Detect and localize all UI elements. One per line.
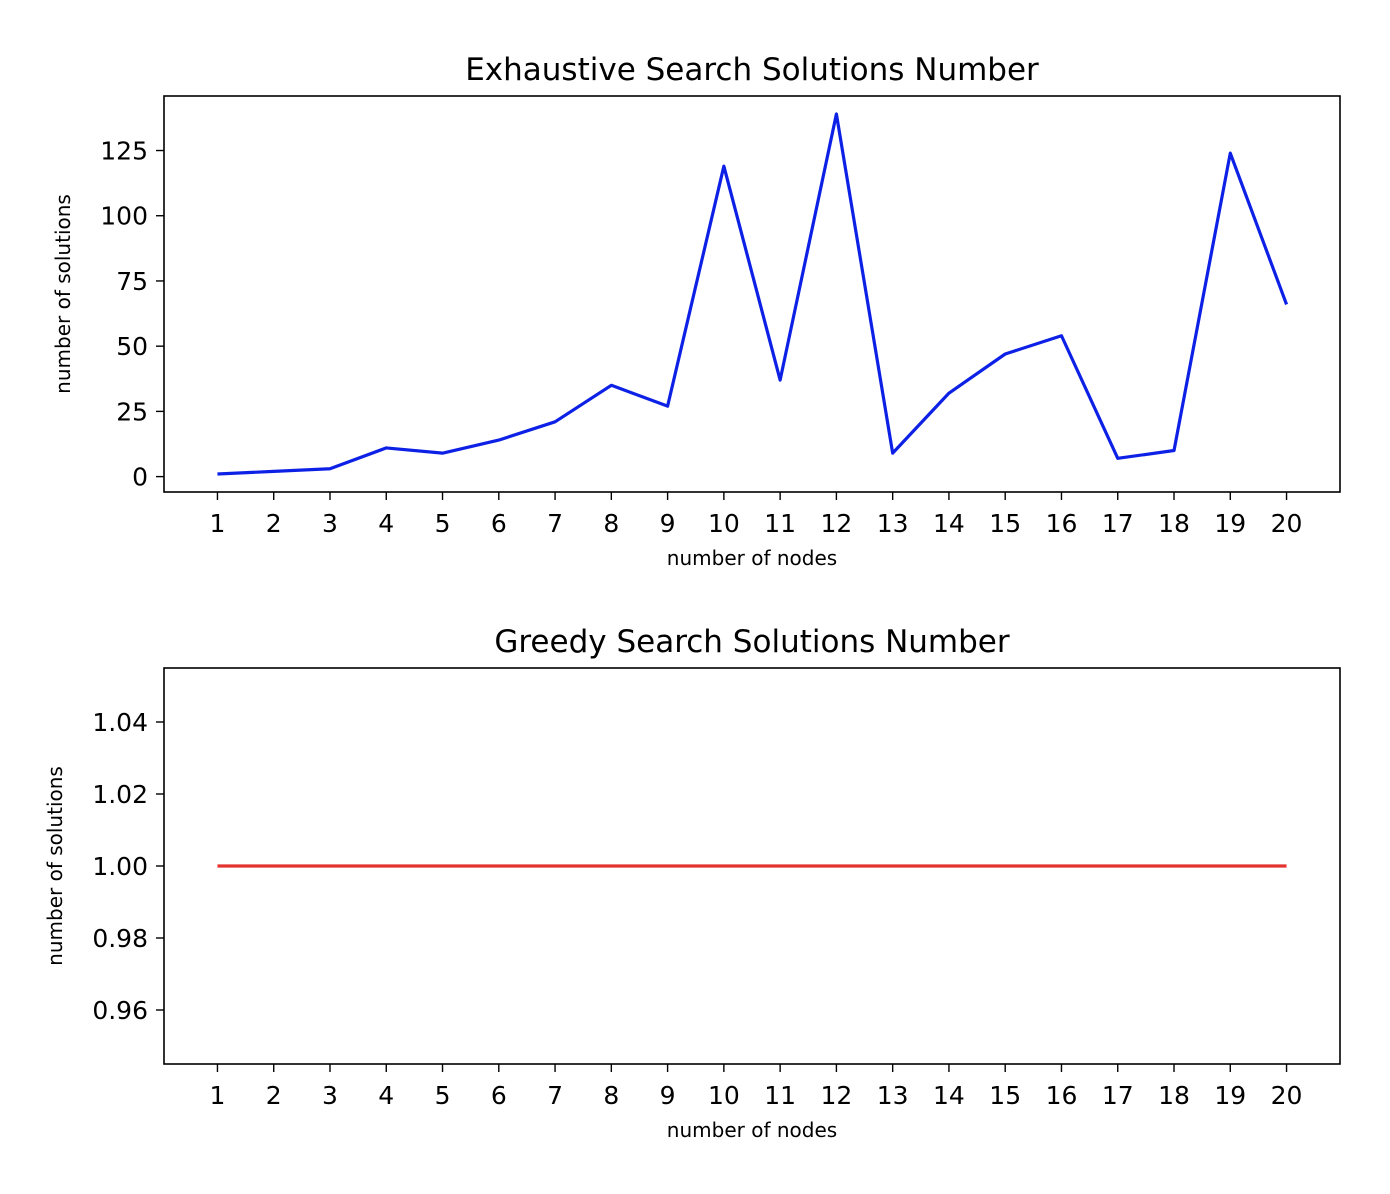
x-tick-label: 17 [1102, 1081, 1134, 1110]
y-tick-label: 75 [116, 267, 148, 296]
x-tick-label: 16 [1046, 509, 1078, 538]
y-axis-label: number of solutions [51, 194, 75, 394]
x-tick-label: 4 [378, 509, 394, 538]
y-tick-label: 50 [116, 332, 148, 361]
x-tick-label: 11 [764, 1081, 796, 1110]
x-tick-label: 13 [877, 509, 909, 538]
x-tick-label: 15 [989, 509, 1021, 538]
x-tick-label: 18 [1158, 509, 1190, 538]
y-tick-label: 0.98 [92, 924, 148, 953]
x-tick-label: 3 [322, 509, 338, 538]
x-tick-label: 17 [1102, 509, 1134, 538]
chart-title: Exhaustive Search Solutions Number [465, 52, 1039, 88]
x-tick-label: 19 [1214, 1081, 1246, 1110]
x-tick-label: 15 [989, 1081, 1021, 1110]
x-tick-label: 6 [491, 509, 507, 538]
y-axis-label: number of solutions [43, 766, 67, 966]
x-tick-label: 6 [491, 1081, 507, 1110]
x-tick-label: 3 [322, 1081, 338, 1110]
x-axis-label: number of nodes [667, 546, 837, 570]
x-tick-label: 7 [547, 509, 563, 538]
x-tick-label: 1 [210, 1081, 226, 1110]
x-tick-label: 8 [603, 509, 619, 538]
x-tick-label: 7 [547, 1081, 563, 1110]
x-tick-label: 10 [708, 509, 740, 538]
x-tick-label: 14 [933, 509, 965, 538]
x-axis-label: number of nodes [667, 1118, 837, 1142]
x-tick-label: 5 [435, 509, 451, 538]
x-tick-label: 9 [660, 509, 676, 538]
y-tick-label: 100 [100, 202, 148, 231]
x-tick-label: 2 [266, 509, 282, 538]
x-tick-label: 2 [266, 1081, 282, 1110]
y-tick-label: 1.04 [92, 708, 148, 737]
x-tick-label: 14 [933, 1081, 965, 1110]
x-tick-label: 13 [877, 1081, 909, 1110]
x-tick-label: 18 [1158, 1081, 1190, 1110]
y-tick-label: 1.00 [92, 852, 148, 881]
chart-title: Greedy Search Solutions Number [494, 624, 1010, 660]
x-tick-label: 1 [210, 509, 226, 538]
y-tick-label: 0.96 [92, 996, 148, 1025]
x-tick-label: 4 [378, 1081, 394, 1110]
series-line-1 [217, 112, 1289, 476]
x-tick-label: 5 [435, 1081, 451, 1110]
x-tick-label: 12 [820, 1081, 852, 1110]
y-tick-label: 125 [100, 137, 148, 166]
x-tick-label: 8 [603, 1081, 619, 1110]
y-tick-label: 1.02 [92, 780, 148, 809]
x-tick-label: 19 [1214, 509, 1246, 538]
x-tick-label: 20 [1271, 1081, 1303, 1110]
x-tick-label: 20 [1271, 509, 1303, 538]
x-tick-label: 16 [1046, 1081, 1078, 1110]
y-tick-label: 25 [116, 397, 148, 426]
x-tick-label: 11 [764, 509, 796, 538]
x-tick-label: 9 [660, 1081, 676, 1110]
plot-area-frame [163, 95, 1341, 493]
x-tick-label: 12 [820, 509, 852, 538]
y-tick-label: 0 [132, 463, 148, 492]
x-tick-label: 10 [708, 1081, 740, 1110]
